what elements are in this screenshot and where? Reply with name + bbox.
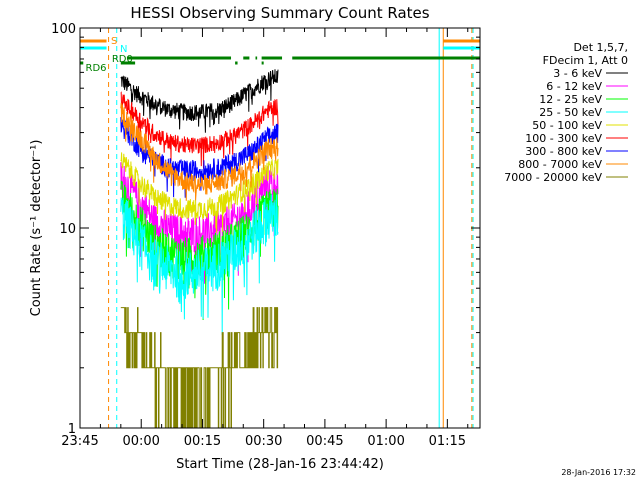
series-line-4 (120, 152, 279, 233)
x-tick-label-4: 00:45 (306, 434, 343, 449)
y-tick-label-2: 100 (51, 22, 76, 37)
series-6 (120, 117, 279, 198)
series-1 (120, 162, 279, 285)
legend-label-2: 12 - 25 keV (539, 93, 602, 106)
legend-label-8: 7000 - 20000 keV (504, 171, 602, 184)
x-tick-label-3: 00:30 (245, 434, 282, 449)
series-0 (120, 69, 279, 133)
x-tick-label-2: 00:15 (184, 434, 221, 449)
legend-label-7: 800 - 7000 keV (518, 158, 602, 171)
series-line-1 (120, 162, 279, 285)
series-4 (120, 152, 279, 233)
x-tick-label-1: 00:00 (122, 434, 159, 449)
legend-label-4: 50 - 100 keV (532, 119, 602, 132)
series-line-0 (120, 69, 279, 133)
state-bar-label-rd6: RD6 (86, 63, 107, 74)
legend-label-3: 25 - 50 keV (539, 106, 602, 119)
state-bar-label-n: N (120, 44, 127, 55)
x-tick-label-0: 23:45 (61, 434, 98, 449)
legend-label-6: 300 - 800 keV (525, 145, 602, 158)
series-line-6 (120, 117, 279, 198)
chart-title: HESSI Observing Summary Count Rates (130, 4, 429, 22)
legend-label-0: 3 - 6 keV (553, 67, 602, 80)
y-tick-label-0: 1 (68, 422, 76, 437)
series-line-5 (120, 91, 279, 169)
x-tick-label-6: 01:15 (429, 434, 466, 449)
state-bar-label-s: S (111, 36, 117, 47)
series-line-3 (120, 194, 279, 336)
series-3 (120, 194, 279, 336)
legend-label-5: 100 - 300 keV (525, 132, 602, 145)
x-tick-label-5: 01:00 (367, 434, 404, 449)
date-stamp: 28-Jan-2016 17:32 (561, 468, 636, 477)
legend-label-1: 6 - 12 keV (546, 80, 602, 93)
state-bar-label-rd0: RD0 (112, 54, 133, 65)
x-axis-label: Start Time (28-Jan-16 23:44:42) (176, 457, 384, 472)
y-tick-label-1: 10 (59, 222, 76, 237)
y-axis-label: Count Rate (s⁻¹ detector⁻¹) (29, 140, 44, 317)
series-5 (120, 91, 279, 169)
series-7 (120, 102, 279, 201)
series-line-7 (120, 102, 279, 201)
chart-axes: 1 10 100 23:45 00:00 00:15 00:30 00:45 01:00 01:1… (51, 22, 480, 449)
legend-header-settings: FDecim 1, Att 0 (543, 54, 628, 67)
legend-header-detectors: Det 1,5,7, (573, 41, 628, 54)
